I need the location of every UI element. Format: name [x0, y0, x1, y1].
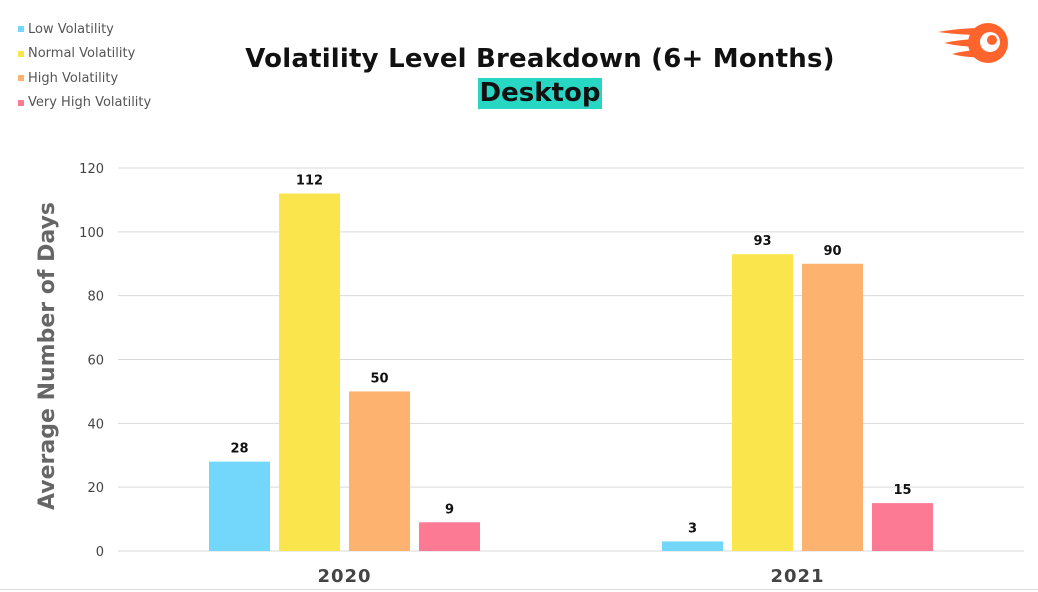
bottom-rule	[0, 589, 1038, 590]
bar	[662, 541, 723, 551]
chart-subtitle-wrap: Desktop	[230, 78, 850, 109]
bar	[872, 503, 933, 551]
chart-title: Volatility Level Breakdown (6+ Months)	[245, 44, 835, 74]
bar	[419, 522, 480, 551]
legend-item: Normal Volatility	[18, 42, 151, 67]
legend-item: High Volatility	[18, 66, 151, 91]
legend-swatch	[18, 99, 24, 106]
semrush-logo-icon	[938, 23, 1008, 63]
data-label: 93	[753, 234, 771, 249]
legend: Low Volatility Normal Volatility High Vo…	[18, 17, 151, 115]
data-label: 3	[688, 521, 697, 536]
legend-label: Normal Volatility	[28, 46, 136, 62]
data-label: 15	[893, 483, 911, 498]
legend-item: Very High Volatility	[18, 91, 151, 116]
data-label: 90	[823, 244, 841, 259]
bar	[349, 391, 410, 551]
y-tick-label: 60	[87, 354, 104, 369]
bar	[732, 254, 793, 552]
x-tick-label: 2020	[317, 566, 371, 587]
y-tick-label: 100	[79, 226, 104, 241]
bar	[209, 461, 270, 551]
data-label: 112	[296, 174, 323, 189]
bar	[802, 263, 863, 551]
legend-label: Low Volatility	[28, 21, 114, 37]
y-axis-label: Average Number of Days	[35, 202, 60, 510]
x-tick-label: 2021	[770, 566, 824, 587]
data-label: 28	[230, 442, 248, 457]
legend-label: Very High Volatility	[28, 95, 152, 111]
data-label: 50	[370, 371, 388, 386]
data-label: 9	[445, 502, 454, 517]
chart-subtitle: Desktop	[477, 78, 603, 109]
y-tick-label: 120	[79, 162, 104, 177]
legend-item: Low Volatility	[18, 17, 151, 42]
bar	[279, 193, 340, 552]
legend-label: High Volatility	[28, 70, 119, 86]
legend-swatch	[18, 26, 24, 33]
y-tick-label: 40	[87, 417, 104, 432]
legend-swatch	[18, 75, 24, 82]
y-tick-label: 20	[87, 481, 104, 496]
y-tick-label: 80	[87, 290, 104, 305]
legend-swatch	[18, 50, 24, 57]
y-tick-label: 0	[96, 545, 104, 560]
